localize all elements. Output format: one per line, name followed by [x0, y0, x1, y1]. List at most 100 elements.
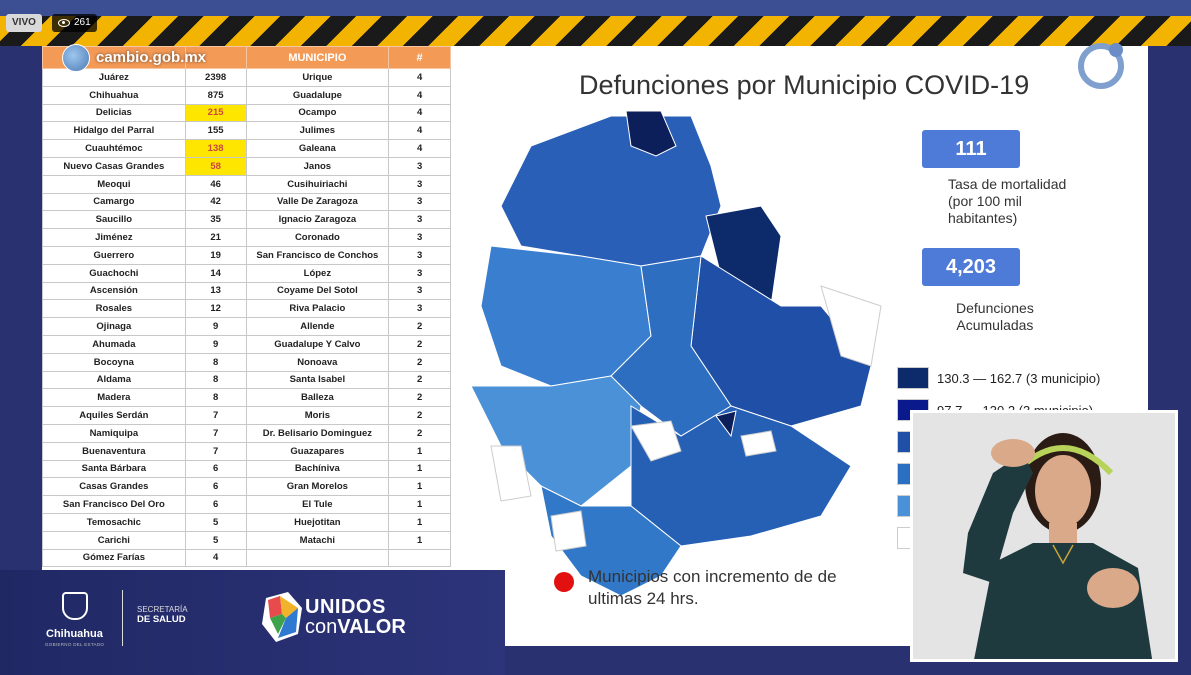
table-row: Madera 8 Balleza 2 [42, 388, 451, 408]
table-cell: Saucillo [42, 210, 186, 230]
table-cell: 5 [184, 530, 247, 550]
table-cell: Julimes [245, 121, 390, 141]
table-cell: Guadalupe Y Calvo [245, 334, 390, 354]
table-cell: 7 [184, 441, 247, 461]
state-name: Chihuahua [46, 628, 103, 640]
table-cell: Chihuahua [42, 85, 186, 105]
table-row: Delicias 215 Ocampo 4 [42, 103, 451, 123]
table-cell: 3 [388, 263, 451, 283]
table-cell: 3 [388, 299, 451, 319]
table-row: Santa Bárbara 6 Bachíniva 1 [42, 459, 451, 479]
table-cell: 2 [388, 352, 451, 372]
table-cell: Guerrero [42, 245, 186, 265]
table-cell: 7 [184, 406, 247, 425]
table-cell: 6 [184, 495, 247, 514]
table-cell: Bachíniva [245, 459, 390, 479]
increment-note: Municipios con incremento de de ultimas … [588, 566, 837, 610]
table-cell: Temosachic [42, 512, 186, 532]
table-cell: 1 [388, 441, 451, 461]
table-header-cell: MUNICIPIO [245, 46, 390, 69]
table-row: Ahumada 9 Guadalupe Y Calvo 2 [42, 334, 451, 354]
table-header-cell [184, 46, 247, 69]
viewer-count: 261 [52, 14, 97, 32]
table-row: Aldama 8 Santa Isabel 2 [42, 370, 451, 390]
table-cell: 2 [388, 423, 451, 443]
table-cell: San Francisco de Conchos [245, 245, 390, 265]
chihuahua-choropleth-map [470, 110, 882, 597]
table-cell: 14 [184, 263, 247, 283]
table-cell: Galeana [245, 139, 390, 158]
table-row: Carichi 5 Matachi 1 [42, 530, 451, 550]
table-row: Hidalgo del Parral 155 Julimes 4 [42, 121, 451, 141]
table-cell: 4 [388, 68, 451, 87]
government-label: GOBIERNO DEL ESTADO [45, 642, 105, 647]
table-row: Nuevo Casas Grandes 58 Janos 3 [42, 156, 451, 176]
table-cell: Gómez Farías [42, 548, 186, 568]
table-cell: 875 [184, 85, 247, 105]
interpreter-figure-icon [913, 413, 1175, 659]
table-row: Guachochi 14 López 3 [42, 263, 451, 283]
table-row: Chihuahua 875 Guadalupe 4 [42, 85, 451, 105]
table-row: Temosachic 5 Huejotitan 1 [42, 512, 451, 532]
table-cell: Gran Morelos [245, 477, 390, 497]
table-cell: Coyame Del Sotol [245, 281, 390, 301]
table-cell: Matachi [245, 530, 390, 550]
table-cell: 4 [388, 103, 451, 123]
table-cell: 8 [184, 388, 247, 408]
table-cell: 7 [184, 423, 247, 443]
table-cell: Balleza [245, 388, 390, 408]
map-region-white-3 [490, 445, 532, 502]
table-cell: 6 [184, 459, 247, 479]
banner-divider [122, 590, 123, 646]
table-row: Namiquipa 7 Dr. Belisario Dominguez 2 [42, 423, 451, 443]
table-cell: Ahumada [42, 334, 186, 354]
table-cell: 3 [388, 192, 451, 212]
table-cell: 35 [184, 210, 247, 230]
table-cell: Aldama [42, 370, 186, 390]
table-cell: 3 [388, 228, 451, 247]
table-cell: Delicias [42, 103, 186, 123]
table-cell: 1 [388, 459, 451, 479]
table-cell: Santa Bárbara [42, 459, 186, 479]
table-cell: 19 [184, 245, 247, 265]
state-seal-icon [62, 592, 88, 620]
deaths-label-line1: Defunciones [956, 300, 1034, 316]
table-cell: Ojinaga [42, 317, 186, 336]
table-cell: Janos [245, 156, 390, 176]
table-cell: 138 [184, 139, 247, 158]
table-cell: Moris [245, 406, 390, 425]
table-cell: 1 [388, 477, 451, 497]
live-badge: VIVO [6, 14, 42, 32]
legend-label: 130.3 — 162.7 (3 municipio) [937, 370, 1101, 386]
table-cell: Nonoava [245, 352, 390, 372]
table-cell: 9 [184, 334, 247, 354]
table-cell: 46 [184, 174, 247, 194]
map-region-north [500, 115, 722, 267]
mortality-rate-label: Tasa de mortalidad (por 100 mil habitant… [948, 176, 1066, 227]
table-row: Bocoyna 8 Nonoava 2 [42, 352, 451, 372]
table-cell: Allende [245, 317, 390, 336]
municipality-table: MUNICIPIO # Juárez 2398 Urique 4 Chihuahua 875… [42, 46, 451, 568]
table-row: Gómez Farías 4 [42, 548, 451, 568]
table-cell: 58 [184, 156, 247, 176]
table-cell: Coronado [245, 228, 390, 247]
table-cell: San Francisco Del Oro [42, 495, 186, 514]
legend-swatch [897, 367, 929, 389]
table-cell: 21 [184, 228, 247, 247]
table-cell: Bocoyna [42, 352, 186, 372]
table-cell: Urique [245, 68, 390, 87]
table-cell: 2 [388, 406, 451, 425]
table-cell: 3 [388, 281, 451, 301]
table-row: Cuauhtémoc 138 Galeana 4 [42, 139, 451, 158]
table-row: Jiménez 21 Coronado 3 [42, 228, 451, 247]
red-dot-icon [554, 572, 574, 592]
table-cell: Hidalgo del Parral [42, 121, 186, 141]
table-cell: 4 [184, 548, 247, 568]
table-cell: Riva Palacio [245, 299, 390, 319]
stream-top-bar [0, 0, 1191, 16]
viewer-count-value: 261 [74, 17, 91, 28]
table-cell: 2 [388, 388, 451, 408]
table-cell: Casas Grandes [42, 477, 186, 497]
table-cell: Namiquipa [42, 423, 186, 443]
government-banner [0, 570, 505, 675]
